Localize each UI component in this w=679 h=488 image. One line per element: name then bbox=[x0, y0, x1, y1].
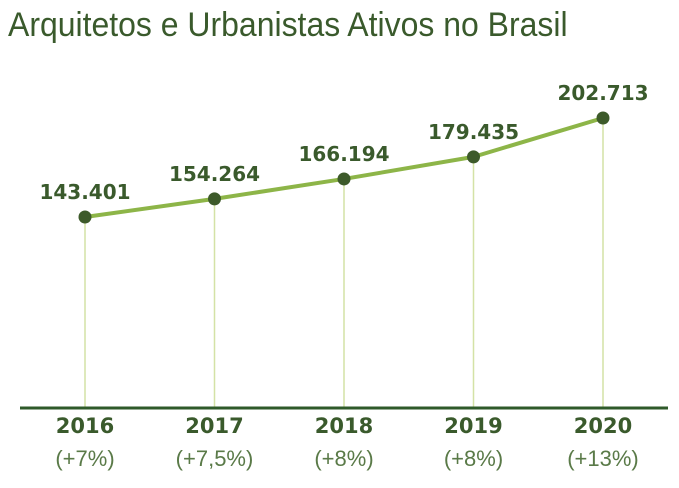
growth-label: (+7%) bbox=[55, 446, 114, 471]
data-points bbox=[78, 111, 610, 224]
data-label: 154.264 bbox=[169, 162, 260, 186]
x-axis-labels: 2016 (+7%) 2017 (+7,5%) 2018 (+8%) 2019 (+8%) 20… bbox=[55, 414, 638, 471]
x-tick-label: 2016 bbox=[56, 414, 114, 438]
data-point bbox=[208, 192, 221, 206]
growth-label: (+13%) bbox=[567, 446, 639, 471]
data-label: 143.401 bbox=[39, 180, 130, 204]
data-point bbox=[78, 210, 92, 224]
growth-label: (+8%) bbox=[314, 446, 373, 471]
data-point bbox=[337, 172, 351, 186]
growth-label: (+7,5%) bbox=[176, 446, 254, 471]
x-tick-label: 2019 bbox=[444, 414, 502, 438]
chart-title: Arquitetos e Urbanistas Ativos no Brasil bbox=[8, 6, 568, 44]
x-tick-label: 2018 bbox=[315, 414, 373, 438]
data-point bbox=[467, 150, 480, 164]
data-point bbox=[596, 111, 610, 125]
drop-lines bbox=[84, 118, 604, 408]
growth-label: (+8%) bbox=[444, 446, 503, 471]
x-tick-label: 2020 bbox=[574, 414, 632, 438]
data-label: 202.713 bbox=[557, 81, 648, 105]
data-label: 166.194 bbox=[298, 142, 389, 166]
x-tick-label: 2017 bbox=[185, 414, 243, 438]
data-label: 179.435 bbox=[428, 120, 519, 144]
value-labels: 143.401 154.264 166.194 179.435 202.713 bbox=[39, 81, 648, 204]
